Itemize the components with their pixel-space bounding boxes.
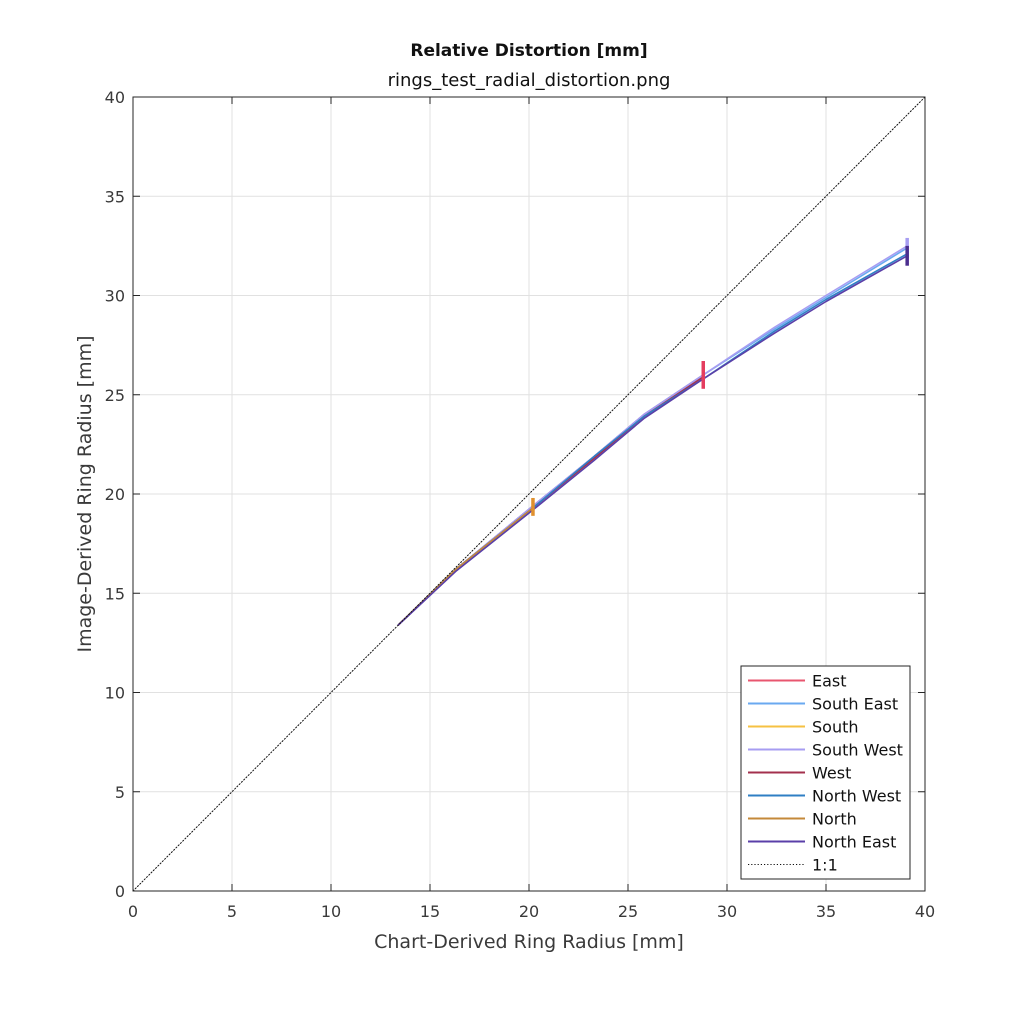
chart-subtitle: rings_test_radial_distortion.png xyxy=(388,70,671,91)
y-tick-label-0: 0 xyxy=(115,882,125,901)
y-tick-label-8: 40 xyxy=(105,88,125,107)
legend-label-6: North xyxy=(812,810,857,829)
y-tick-label-3: 15 xyxy=(105,584,125,603)
y-tick-label-2: 10 xyxy=(105,684,125,703)
legend-label-4: West xyxy=(812,764,851,783)
x-tick-label-8: 40 xyxy=(915,902,935,921)
axes: 0 5 10 15 20 25 30 35 40 0 5 10 15 20 25 30 35 40 xyxy=(105,88,936,921)
x-tick-label-3: 15 xyxy=(420,902,440,921)
legend-label-2: South xyxy=(812,718,859,737)
y-tick-label-4: 20 xyxy=(105,485,125,504)
x-tick-label-7: 35 xyxy=(816,902,836,921)
series-line-8 xyxy=(132,96,926,892)
x-tick-label-1: 5 xyxy=(227,902,237,921)
legend-label-8: 1:1 xyxy=(812,856,838,875)
x-tick-label-0: 0 xyxy=(128,902,138,921)
x-tick-label-6: 30 xyxy=(717,902,737,921)
x-tick-label-5: 25 xyxy=(618,902,638,921)
y-tick-label-1: 5 xyxy=(115,783,125,802)
chart-title: Relative Distortion [mm] xyxy=(410,41,647,61)
x-tick-label-2: 10 xyxy=(321,902,341,921)
series-layer xyxy=(132,96,926,892)
y-tick-label-6: 30 xyxy=(105,287,125,306)
y-tick-label-5: 25 xyxy=(105,386,125,405)
y-tick-label-7: 35 xyxy=(105,187,125,206)
legend-label-1: South East xyxy=(812,695,898,714)
y-axis-label: Image-Derived Ring Radius [mm] xyxy=(74,335,96,652)
legend-label-3: South West xyxy=(812,741,903,760)
x-axis-label: Chart-Derived Ring Radius [mm] xyxy=(374,931,684,953)
legend-label-0: East xyxy=(812,672,847,691)
x-tick-label-4: 20 xyxy=(519,902,539,921)
series-line-7 xyxy=(397,255,909,626)
legend: East South East South South West West North W… xyxy=(740,665,911,880)
legend-label-7: North East xyxy=(812,833,896,852)
legend-label-5: North West xyxy=(812,787,901,806)
